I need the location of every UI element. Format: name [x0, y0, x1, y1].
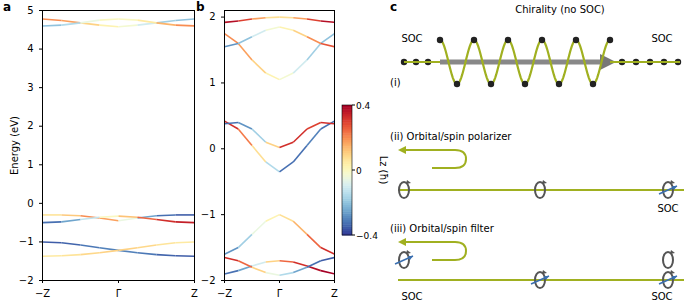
svg-text:b: b	[196, 0, 205, 14]
svg-text:−Z: −Z	[35, 288, 50, 299]
svg-text:3: 3	[27, 82, 33, 93]
svg-text:−0.4: −0.4	[356, 231, 378, 241]
svg-text:−Z: −Z	[217, 288, 232, 299]
svg-text:−1: −1	[19, 236, 34, 247]
svg-text:SOC: SOC	[657, 203, 678, 214]
svg-text:(iii) Orbital/spin filter: (iii) Orbital/spin filter	[390, 223, 495, 234]
svg-text:SOC: SOC	[401, 291, 422, 302]
svg-text:0: 0	[356, 166, 362, 176]
svg-text:Energy (eV): Energy (eV)	[9, 116, 20, 175]
svg-text:SOC: SOC	[401, 33, 422, 44]
svg-text:SOC: SOC	[651, 33, 672, 44]
svg-text:−1: −1	[201, 209, 216, 220]
svg-text:SOC: SOC	[651, 291, 672, 302]
svg-text:4: 4	[27, 43, 33, 54]
svg-text:2: 2	[209, 11, 215, 22]
svg-text:Chirality (no SOC): Chirality (no SOC)	[515, 4, 605, 15]
svg-text:5: 5	[27, 5, 33, 16]
svg-text:1: 1	[209, 77, 215, 88]
svg-text:Z: Z	[331, 288, 338, 299]
svg-text:Γ: Γ	[277, 288, 283, 299]
svg-text:2: 2	[27, 120, 33, 131]
svg-text:a: a	[3, 0, 11, 14]
svg-text:c: c	[390, 0, 397, 14]
svg-text:(i): (i)	[390, 77, 401, 88]
svg-text:Lz (ħ): Lz (ħ)	[378, 156, 389, 185]
svg-text:0: 0	[27, 198, 33, 209]
svg-text:−2: −2	[19, 275, 34, 286]
svg-text:0: 0	[209, 143, 215, 154]
svg-text:1: 1	[27, 159, 33, 170]
svg-text:Z: Z	[191, 288, 198, 299]
svg-text:Γ: Γ	[116, 288, 122, 299]
svg-text:−2: −2	[201, 275, 216, 286]
svg-text:(ii) Orbital/spin polarizer: (ii) Orbital/spin polarizer	[390, 131, 512, 142]
svg-text:0.4: 0.4	[356, 101, 371, 111]
